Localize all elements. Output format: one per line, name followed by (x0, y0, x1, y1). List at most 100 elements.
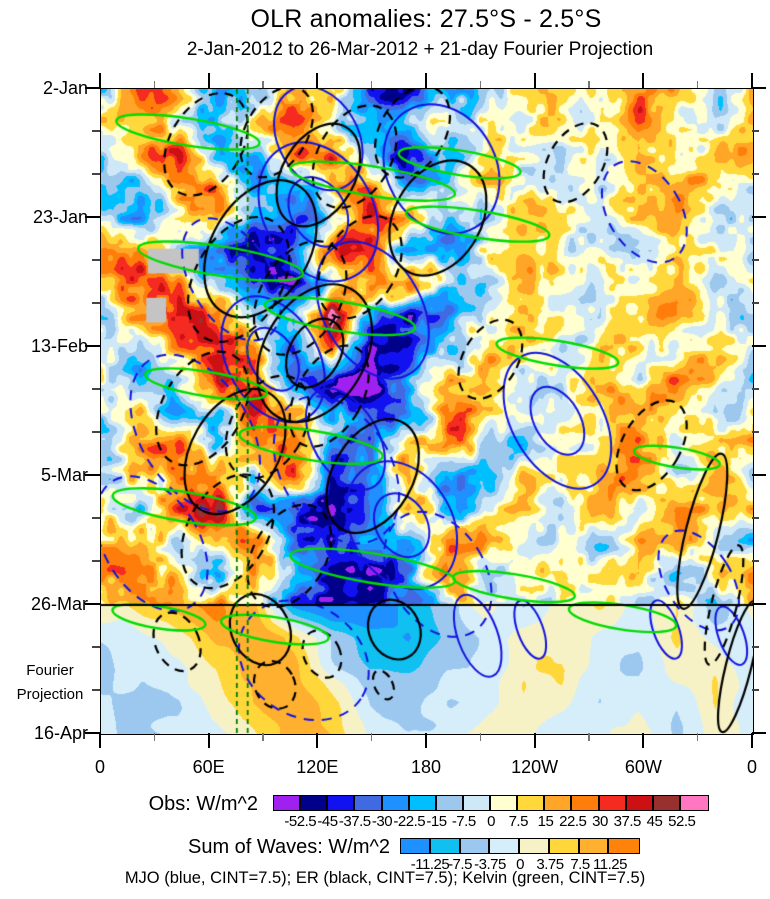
x-minor-tick-top (696, 81, 699, 88)
x-minor-tick-top (370, 81, 373, 88)
obs-colorbar-cell (680, 796, 708, 810)
y-minor-tick-right (752, 646, 759, 648)
y-major-tick (85, 732, 100, 734)
x-minor-tick-top (479, 81, 482, 88)
y-minor-tick-right (752, 173, 759, 175)
y-minor-tick (92, 431, 100, 433)
y-minor-tick (92, 388, 100, 390)
x-major-tick (207, 733, 210, 748)
x-major-tick-top (425, 73, 427, 88)
obs-colorbar-cell (491, 796, 519, 810)
waves-colorbar-cell-tick-label: 0 (516, 856, 524, 873)
obs-colorbar-cell-tick-label: -52.5 (284, 813, 317, 830)
obs-colorbar-cell (328, 796, 356, 810)
y-major-tick-right (752, 216, 766, 218)
y-minor-tick (92, 302, 100, 304)
y-minor-tick-right (752, 517, 759, 519)
y-minor-tick (92, 173, 100, 175)
x-minor-tick-top (588, 81, 590, 88)
obs-colorbar-cell-tick-label: 45 (646, 813, 663, 830)
x-minor-tick (370, 733, 373, 741)
y-minor-tick-right (752, 431, 759, 433)
x-tick-label: 120W (511, 757, 559, 777)
y-major-tick (85, 216, 100, 218)
obs-colorbar-cell (301, 796, 329, 810)
y-minor-tick-right (752, 130, 759, 132)
waves-colorbar-cell-tick-label: -7.5 (448, 856, 472, 873)
obs-colorbar-cell-tick-label: 37.5 (613, 813, 642, 830)
x-major-tick (533, 733, 536, 748)
x-minor-tick-top (153, 81, 156, 88)
x-major-tick (316, 733, 319, 748)
x-major-tick (751, 733, 753, 748)
x-major-tick (425, 733, 427, 748)
waves-colorbar-cell (430, 839, 461, 853)
y-major-tick (85, 474, 100, 476)
obs-colorbar-label: Obs: W/m^2 (148, 793, 258, 815)
obs-colorbar (273, 795, 709, 811)
y-tick-label: 26-Mar (30, 594, 88, 614)
contour-legend-caption: MJO (blue, CINT=7.5); ER (black, CINT=7.… (124, 869, 646, 887)
x-major-tick-top (751, 73, 753, 88)
obs-colorbar-cell-tick-label: 7.5 (508, 813, 529, 830)
obs-colorbar-cell-tick-label: -15 (426, 813, 447, 830)
x-tick-label: 0 (94, 757, 105, 777)
x-minor-tick (153, 733, 156, 741)
obs-colorbar-cell-tick-label: -7.5 (451, 813, 476, 830)
y-major-tick (85, 603, 100, 605)
hovmoller-canvas (101, 89, 753, 734)
y-tick-label: 13-Feb (30, 336, 88, 356)
obs-colorbar-cell-tick-label: 0 (487, 813, 495, 830)
obs-colorbar-cell (518, 796, 546, 810)
obs-colorbar-cell (626, 796, 654, 810)
x-minor-tick (479, 733, 482, 741)
y-tick-label: 2-Jan (42, 78, 88, 98)
obs-colorbar-cell (274, 796, 302, 810)
x-tick-label: 0 (746, 757, 757, 777)
y-minor-tick (92, 689, 100, 691)
y-major-tick-right (752, 345, 766, 347)
fourier-note-line1: Fourier (26, 662, 74, 679)
waves-colorbar-cell (460, 839, 491, 853)
waves-colorbar-cell-tick-label: 7.5 (570, 856, 590, 873)
obs-colorbar-cell-tick-label: -45 (317, 813, 338, 830)
waves-colorbar-cell-tick-label: -3.75 (474, 856, 506, 873)
y-minor-tick-right (752, 560, 759, 562)
y-major-tick-right (752, 732, 766, 734)
waves-colorbar-cell (520, 839, 550, 853)
y-major-tick (85, 345, 100, 347)
obs-colorbar-cell-tick-label: 52.5 (668, 813, 696, 830)
waves-colorbar-cell (490, 839, 520, 853)
waves-colorbar-cell (549, 839, 580, 853)
obs-colorbar-cell (355, 796, 383, 810)
obs-colorbar-cell (463, 796, 491, 810)
x-minor-tick (588, 733, 590, 741)
waves-colorbar-label: Sum of Waves: W/m^2 (187, 836, 390, 858)
waves-colorbar-cell (401, 839, 431, 853)
x-major-tick-top (316, 73, 319, 88)
obs-colorbar-cell-tick-label: 15 (537, 813, 554, 830)
obs-colorbar-cell (653, 796, 681, 810)
x-tick-label: 180 (410, 757, 442, 777)
x-minor-tick (262, 733, 264, 741)
obs-colorbar-cell-tick-label: -30 (371, 813, 393, 830)
waves-colorbar-cell (579, 839, 610, 853)
y-minor-tick (92, 259, 100, 261)
obs-colorbar-cell (382, 796, 410, 810)
x-major-tick (642, 733, 645, 748)
waves-colorbar-cell-tick-label: 3.75 (536, 856, 564, 873)
y-minor-tick-right (752, 302, 759, 304)
y-major-tick-right (752, 474, 766, 476)
x-major-tick-top (207, 73, 210, 88)
fourier-note-line2: Projection (16, 686, 84, 703)
obs-colorbar-cell-tick-label: -22.5 (393, 813, 426, 830)
x-minor-tick (696, 733, 699, 741)
plot-frame (100, 88, 754, 735)
x-major-tick-top (99, 73, 101, 88)
x-major-tick (99, 733, 101, 748)
y-major-tick (85, 87, 100, 89)
waves-colorbar-cell-tick-label: -11.25 (410, 856, 450, 873)
obs-colorbar-cell (409, 796, 437, 810)
chart-subtitle: 2-Jan-2012 to 26-Mar-2012 + 21-day Fouri… (186, 39, 654, 60)
